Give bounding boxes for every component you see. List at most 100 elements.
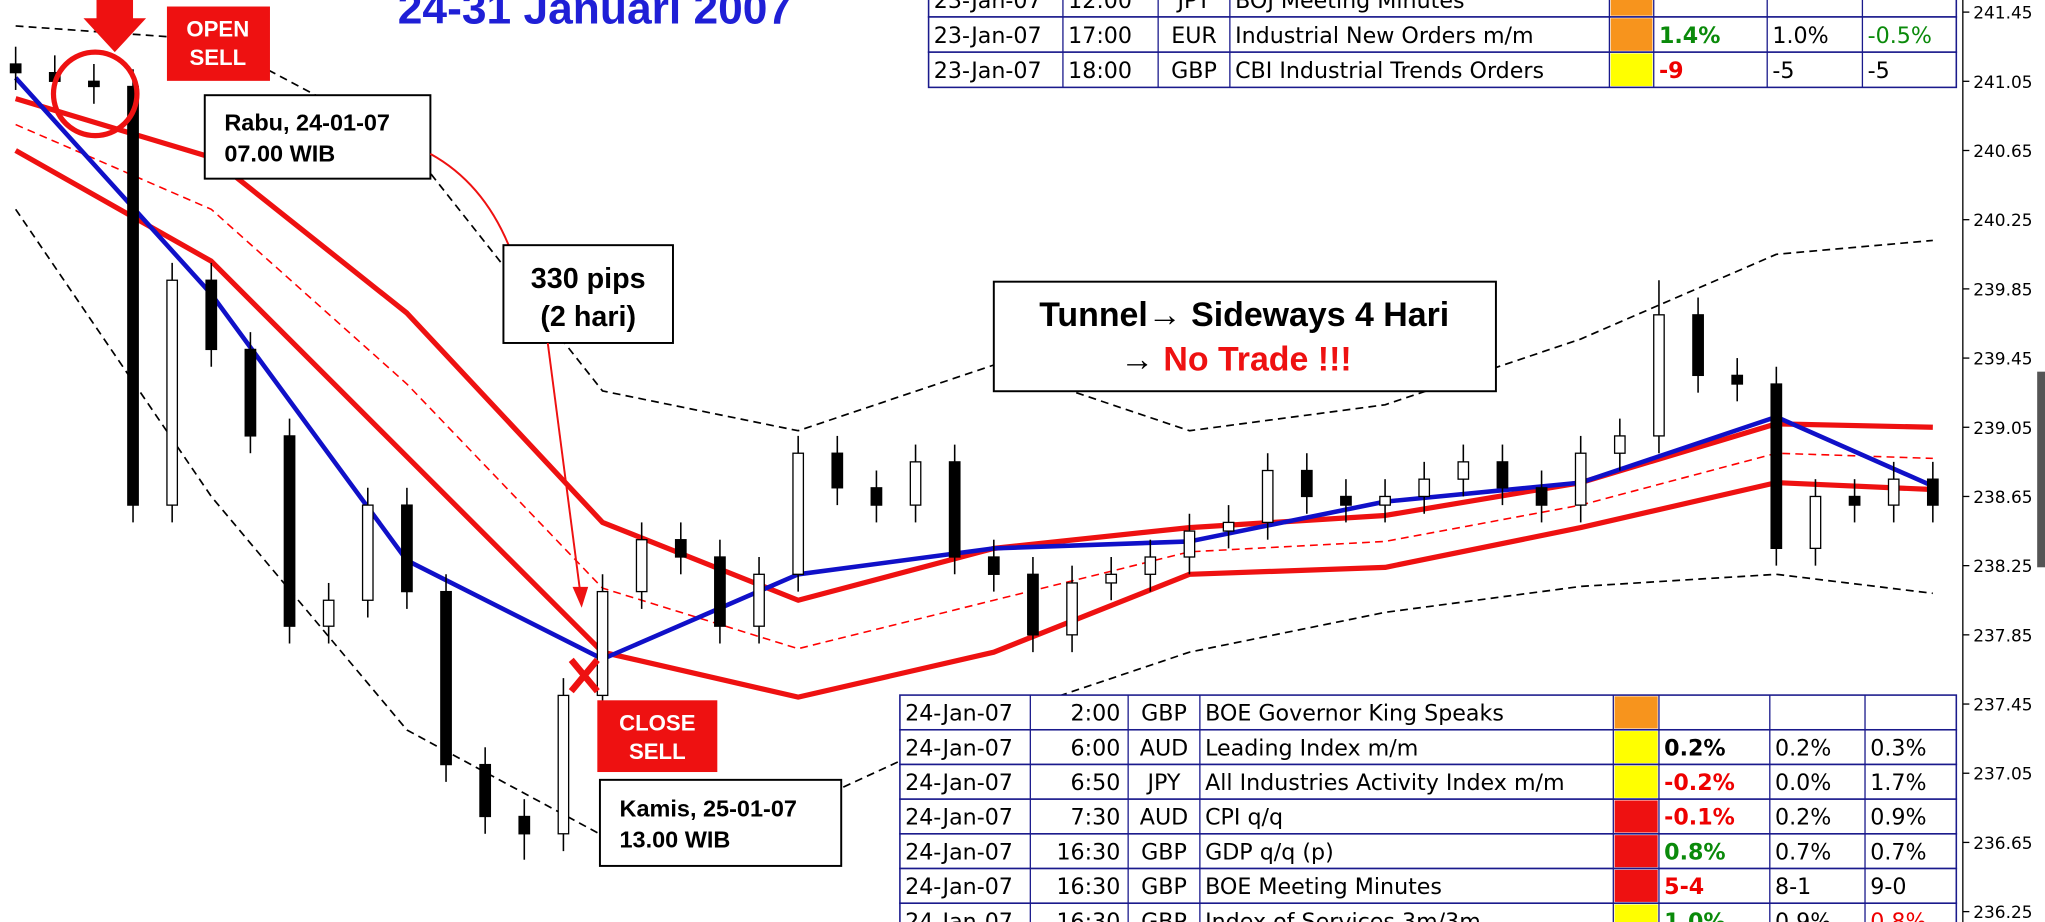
candle-body bbox=[1809, 495, 1822, 550]
candle-body bbox=[205, 279, 218, 351]
open-time-label: Rabu, 24-01-07 bbox=[224, 109, 390, 135]
impact-cell bbox=[1614, 731, 1658, 764]
table-cell: 16:30 bbox=[1056, 909, 1120, 922]
open-time-box bbox=[203, 94, 432, 180]
table-cell: EUR bbox=[1171, 23, 1217, 49]
table-cell: 9-0 bbox=[1870, 874, 1906, 900]
candle-body bbox=[166, 279, 179, 506]
candle-body bbox=[479, 763, 492, 818]
candle-body bbox=[831, 452, 844, 489]
table-row bbox=[899, 833, 1958, 870]
table-cell: 0.9% bbox=[1870, 805, 1926, 831]
table-cell: GDP q/q (p) bbox=[1205, 839, 1334, 865]
candle-body bbox=[244, 348, 257, 437]
table-cell: 0.2% bbox=[1664, 735, 1725, 761]
candle-body bbox=[674, 539, 687, 558]
table-cell: JPY bbox=[1146, 770, 1181, 796]
impact-cell bbox=[1614, 696, 1658, 729]
candle-body bbox=[1340, 495, 1352, 506]
table-cell: 0.7% bbox=[1775, 839, 1831, 865]
table-cell: 0.2% bbox=[1775, 735, 1831, 761]
table-cell: Index of Services 3m/3m bbox=[1205, 909, 1481, 922]
table-cell: 24-Jan-07 bbox=[905, 909, 1013, 922]
table-cell: -0.2% bbox=[1664, 770, 1735, 796]
table-cell: All Industries Activity Index m/m bbox=[1205, 770, 1564, 796]
table-cell: -0.5% bbox=[1868, 23, 1932, 49]
table-cell: CPI q/q bbox=[1205, 805, 1283, 831]
candle-body bbox=[1613, 435, 1626, 454]
y-tick-label: 236.65 bbox=[1973, 833, 2032, 853]
table-cell: 1.4% bbox=[1659, 23, 1720, 49]
table-cell: 0.8% bbox=[1664, 839, 1725, 865]
tunnel-label: No Trade !!! bbox=[1163, 340, 1351, 378]
y-tick-label: 238.65 bbox=[1973, 487, 2032, 507]
table-cell: 7:30 bbox=[1071, 805, 1121, 831]
y-tick-label: 241.45 bbox=[1973, 3, 2032, 23]
candle-body bbox=[1222, 521, 1235, 532]
candle-body bbox=[987, 556, 1000, 575]
y-tick-label: 237.85 bbox=[1973, 625, 2032, 645]
table-cell: 17:00 bbox=[1068, 23, 1132, 49]
table-cell: 23-Jan-07 bbox=[934, 23, 1042, 49]
y-tick-label: 239.45 bbox=[1973, 349, 2032, 369]
close-sell-label: SELL bbox=[629, 739, 686, 764]
table-cell: 6:50 bbox=[1071, 770, 1121, 796]
table-cell: 2:00 bbox=[1071, 701, 1121, 727]
close-time-label: 13.00 WIB bbox=[619, 827, 730, 853]
table-cell: 23-Jan-07 bbox=[934, 0, 1042, 14]
candle-body bbox=[1731, 374, 1744, 385]
table-row bbox=[899, 728, 1958, 766]
connector bbox=[546, 342, 582, 594]
close-time-box bbox=[598, 778, 843, 867]
y-tick-label: 238.25 bbox=[1973, 556, 2032, 576]
table-cell: 8-1 bbox=[1775, 874, 1811, 900]
table-cell: 0.9% bbox=[1775, 909, 1831, 922]
open-sell-box bbox=[166, 6, 270, 81]
candle-body bbox=[1653, 314, 1665, 437]
candle-body bbox=[1887, 478, 1900, 506]
table-cell: JPY bbox=[1176, 0, 1211, 14]
candle-body bbox=[361, 504, 374, 601]
table-cell: 6:00 bbox=[1071, 735, 1121, 761]
table-cell: 24-Jan-07 bbox=[905, 839, 1013, 865]
table-cell: 16:30 bbox=[1056, 874, 1120, 900]
candle-body bbox=[1457, 461, 1470, 480]
table-cell: 0.3% bbox=[1870, 735, 1926, 761]
table-cell: 0.8% bbox=[1870, 909, 1926, 922]
table-cell: 16:30 bbox=[1056, 839, 1120, 865]
table-cell: CBI Industrial Trends Orders bbox=[1235, 58, 1544, 84]
candle-body bbox=[1066, 582, 1078, 636]
candle-body bbox=[870, 487, 883, 506]
table-cell: BOJ Meeting Minutes bbox=[1235, 0, 1464, 14]
candle-body bbox=[1027, 573, 1039, 636]
impact-cell bbox=[1614, 765, 1658, 798]
candle-body bbox=[635, 539, 648, 593]
impact-cell bbox=[1610, 0, 1653, 16]
candle-body bbox=[127, 85, 139, 506]
table-cell: 24-Jan-07 bbox=[905, 701, 1013, 727]
arrow-head bbox=[572, 586, 589, 608]
candle-body bbox=[1379, 495, 1391, 506]
y-tick-label: 239.85 bbox=[1973, 279, 2032, 299]
candle-body bbox=[1692, 314, 1704, 377]
candle-body bbox=[1848, 495, 1861, 506]
open-time-label: 07.00 WIB bbox=[224, 141, 335, 167]
pips-label: (2 hari) bbox=[540, 301, 636, 333]
candle-body bbox=[753, 573, 765, 627]
close-sell-label: CLOSE bbox=[619, 710, 695, 735]
table-cell: BOE Governor King Speaks bbox=[1205, 701, 1504, 727]
table-cell: GBP bbox=[1141, 874, 1187, 900]
table-cell: -5 bbox=[1772, 58, 1794, 84]
tunnel-label: Tunnel→ Sideways 4 Hari bbox=[1039, 296, 1449, 334]
table-cell: 1.0% bbox=[1664, 909, 1725, 922]
table-row bbox=[899, 902, 1958, 922]
candle-body bbox=[1574, 452, 1587, 506]
tunnel-box bbox=[992, 280, 1497, 393]
table-cell: Leading Index m/m bbox=[1205, 735, 1418, 761]
close-time-label: Kamis, 25-01-07 bbox=[619, 795, 796, 821]
tunnel-arrow: → bbox=[1120, 340, 1154, 378]
annotations: 24-31 Januari 2007 OPEN SELL Rabu, 24-01… bbox=[50, 0, 1497, 867]
table-row bbox=[899, 798, 1958, 835]
candle-body bbox=[596, 590, 609, 697]
candle-body bbox=[1144, 556, 1157, 575]
